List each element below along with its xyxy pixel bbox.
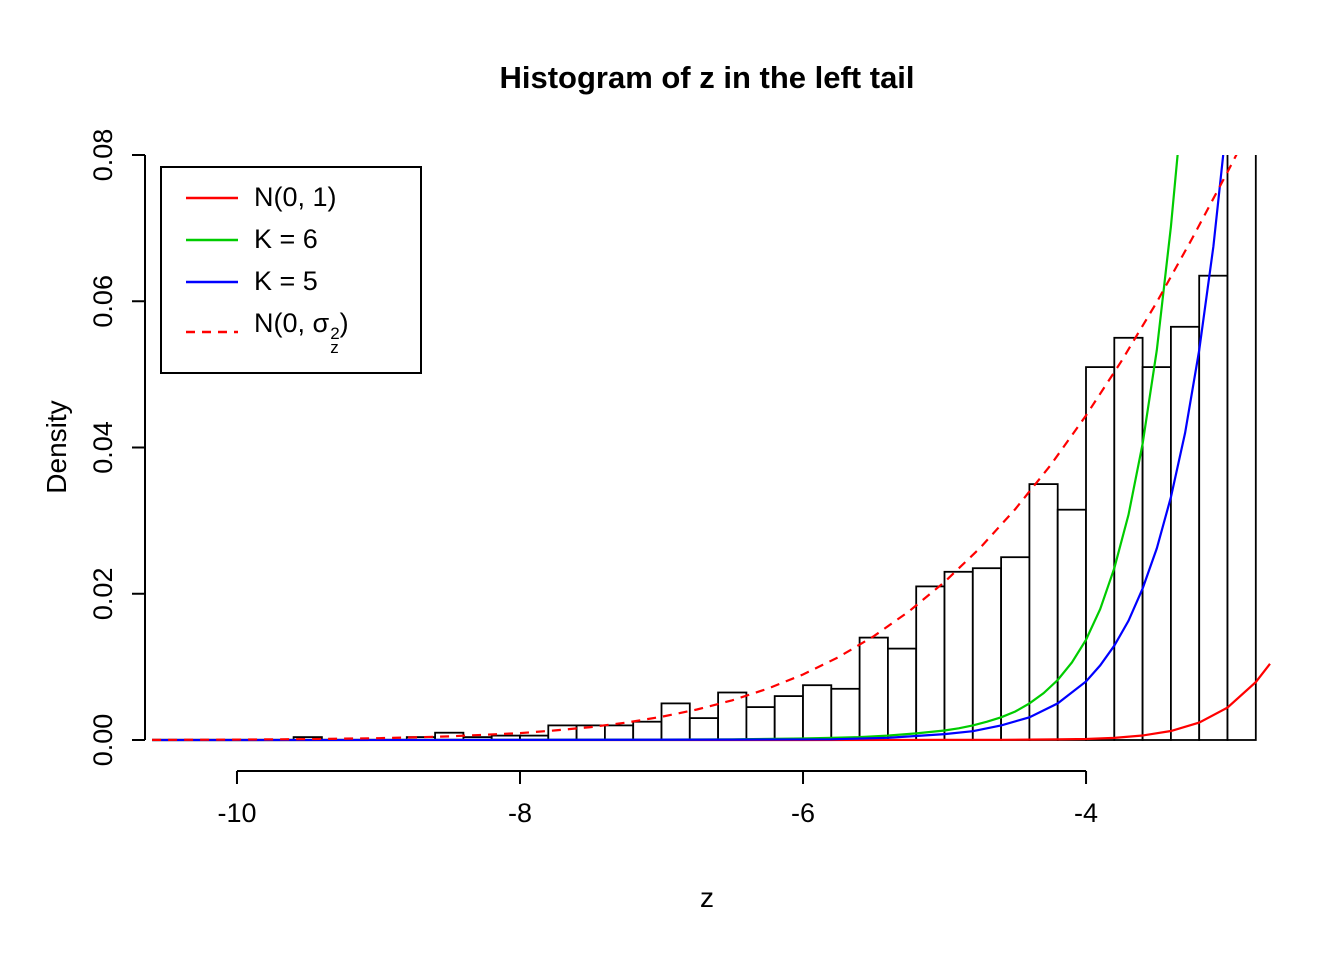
- histogram-bar: [887, 647, 918, 741]
- histogram-bar: [1056, 508, 1087, 741]
- legend-label-sup: 2: [330, 324, 340, 343]
- legend-label-sub: z: [330, 338, 339, 358]
- histogram-bar: [1226, 155, 1257, 741]
- legend-item-k6: K = 6: [186, 224, 420, 255]
- axes: [132, 154, 1088, 784]
- legend-line-icon: [186, 330, 238, 334]
- histogram-bar: [1198, 274, 1229, 741]
- histogram-bar: [971, 567, 1002, 741]
- y-tick-label: 0.02: [88, 568, 118, 621]
- histogram-bar: [604, 724, 635, 741]
- x-tick-label: -6: [791, 798, 815, 828]
- y-tick-label: 0.06: [88, 275, 118, 328]
- histogram-bar: [660, 702, 691, 741]
- x-axis-label: z: [700, 882, 714, 913]
- histogram-bar: [547, 724, 578, 741]
- y-tick-label: 0.04: [88, 421, 118, 474]
- histogram-bar: [688, 717, 719, 741]
- histogram-bar: [1170, 325, 1201, 741]
- y-tick-label: 0.08: [88, 129, 118, 182]
- legend-item-n0sz2: N(0, σ 2 z): [186, 308, 420, 358]
- x-tick-label: -8: [508, 798, 532, 828]
- histogram-bar: [1028, 483, 1059, 741]
- histogram-bar: [773, 695, 804, 741]
- y-axis-label: Density: [41, 400, 72, 494]
- histogram-bar: [858, 636, 889, 741]
- legend-label: K = 5: [254, 266, 318, 296]
- legend-label: N(0, 1): [254, 182, 337, 212]
- legend-line-icon: [186, 196, 238, 199]
- curve-k5: [152, 155, 1225, 742]
- histogram-bar: [1085, 366, 1116, 741]
- histogram-bar: [943, 570, 974, 741]
- legend-line-icon: [186, 238, 238, 241]
- histogram-bar: [802, 684, 833, 741]
- histogram: [292, 155, 1257, 741]
- legend-item-n01: N(0, 1): [186, 182, 420, 213]
- legend: N(0, 1) K = 6 K = 5 N(0, σ 2 z): [160, 166, 422, 374]
- x-tick-label: -4: [1074, 798, 1098, 828]
- curve-n0sz2: [152, 155, 1238, 742]
- histogram-bar: [1113, 336, 1144, 741]
- tick-labels: -10 -8 -6 -4 0.00 0.02 0.04 0.06 0.08: [88, 129, 1098, 828]
- legend-label-suffix: ): [339, 308, 349, 338]
- density-curves: [152, 155, 1271, 742]
- curve-k6: [152, 155, 1179, 742]
- legend-label-prefix: N(0, σ: [254, 308, 330, 338]
- histogram-bar: [915, 585, 946, 741]
- histogram-bar: [632, 720, 663, 741]
- histogram-bar: [830, 687, 861, 741]
- histogram-bar: [1141, 366, 1172, 741]
- legend-line-icon: [186, 280, 238, 283]
- legend-label: N(0, σ 2 z): [254, 308, 349, 358]
- chart-title: Histogram of z in the left tail: [499, 60, 915, 95]
- x-tick-label: -10: [217, 798, 256, 828]
- legend-item-k5: K = 5: [186, 266, 420, 297]
- y-tick-label: 0.00: [88, 714, 118, 767]
- legend-label: K = 6: [254, 224, 318, 254]
- histogram-bar: [745, 706, 776, 741]
